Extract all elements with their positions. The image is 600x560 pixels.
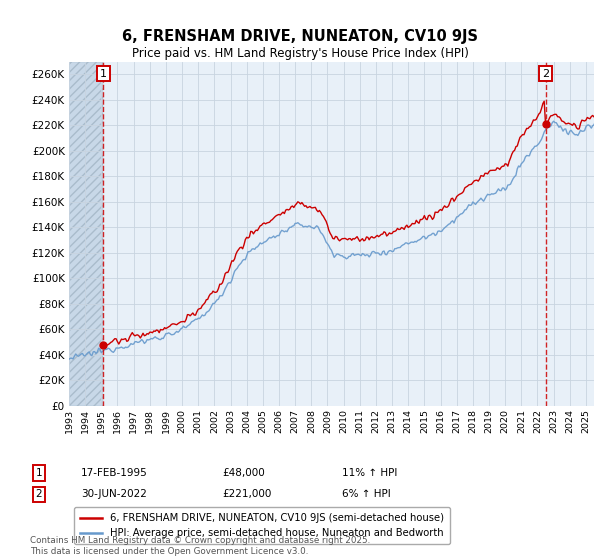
Text: 2: 2 <box>35 489 43 500</box>
Text: 1: 1 <box>35 468 43 478</box>
Legend: 6, FRENSHAM DRIVE, NUNEATON, CV10 9JS (semi-detached house), HPI: Average price,: 6, FRENSHAM DRIVE, NUNEATON, CV10 9JS (s… <box>74 507 450 544</box>
Text: 2: 2 <box>542 69 549 78</box>
Text: 17-FEB-1995: 17-FEB-1995 <box>81 468 148 478</box>
Text: £48,000: £48,000 <box>222 468 265 478</box>
Text: £221,000: £221,000 <box>222 489 271 500</box>
Bar <box>69 62 103 406</box>
Bar <box>69 62 103 406</box>
Text: 30-JUN-2022: 30-JUN-2022 <box>81 489 147 500</box>
Text: 6, FRENSHAM DRIVE, NUNEATON, CV10 9JS: 6, FRENSHAM DRIVE, NUNEATON, CV10 9JS <box>122 29 478 44</box>
Text: Price paid vs. HM Land Registry's House Price Index (HPI): Price paid vs. HM Land Registry's House … <box>131 46 469 60</box>
Text: Contains HM Land Registry data © Crown copyright and database right 2025.
This d: Contains HM Land Registry data © Crown c… <box>30 536 370 556</box>
Text: 11% ↑ HPI: 11% ↑ HPI <box>342 468 397 478</box>
Text: 1: 1 <box>100 69 107 78</box>
Text: 6% ↑ HPI: 6% ↑ HPI <box>342 489 391 500</box>
